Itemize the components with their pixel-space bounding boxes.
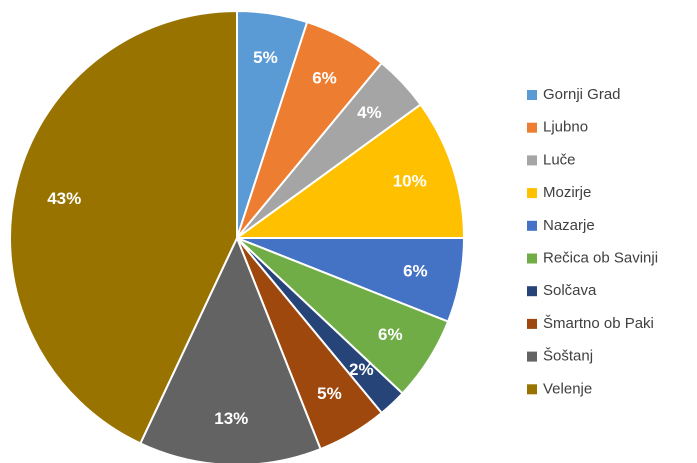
legend-label: Gornji Grad bbox=[543, 86, 621, 103]
legend-swatch bbox=[527, 318, 537, 329]
data-label: 13% bbox=[214, 409, 248, 428]
legend-swatch bbox=[527, 122, 537, 133]
legend-swatch bbox=[527, 220, 537, 231]
legend-label: Rečica ob Savinji bbox=[543, 249, 658, 266]
legend-label: Ljubno bbox=[543, 119, 588, 136]
data-label: 6% bbox=[312, 68, 337, 87]
legend-label: Nazarje bbox=[543, 217, 595, 234]
data-label: 5% bbox=[253, 48, 278, 67]
legend-swatch bbox=[527, 286, 537, 297]
legend-label: Šmartno ob Paki bbox=[543, 315, 654, 332]
legend-label: Mozirje bbox=[543, 184, 591, 201]
legend-swatch bbox=[527, 155, 537, 166]
legend-label: Velenje bbox=[543, 380, 592, 397]
data-label: 6% bbox=[378, 325, 403, 344]
pie-slice bbox=[139, 235, 322, 463]
data-label: 43% bbox=[47, 189, 81, 208]
data-label: 4% bbox=[357, 103, 382, 122]
legend-label: Šoštanj bbox=[543, 348, 593, 365]
legend-swatch bbox=[527, 351, 537, 362]
legend-swatch bbox=[527, 384, 537, 395]
pie-slice bbox=[233, 103, 466, 239]
data-label: 6% bbox=[403, 262, 428, 281]
legend-swatch bbox=[527, 253, 537, 264]
legend-swatch bbox=[527, 188, 537, 199]
legend-label: Solčava bbox=[543, 282, 597, 299]
data-label: 2% bbox=[349, 360, 374, 379]
pie-slice bbox=[9, 9, 238, 445]
data-label: 10% bbox=[393, 171, 427, 190]
data-label: 5% bbox=[317, 384, 342, 403]
legend-swatch bbox=[527, 90, 537, 100]
legend-label: Luče bbox=[543, 151, 576, 168]
